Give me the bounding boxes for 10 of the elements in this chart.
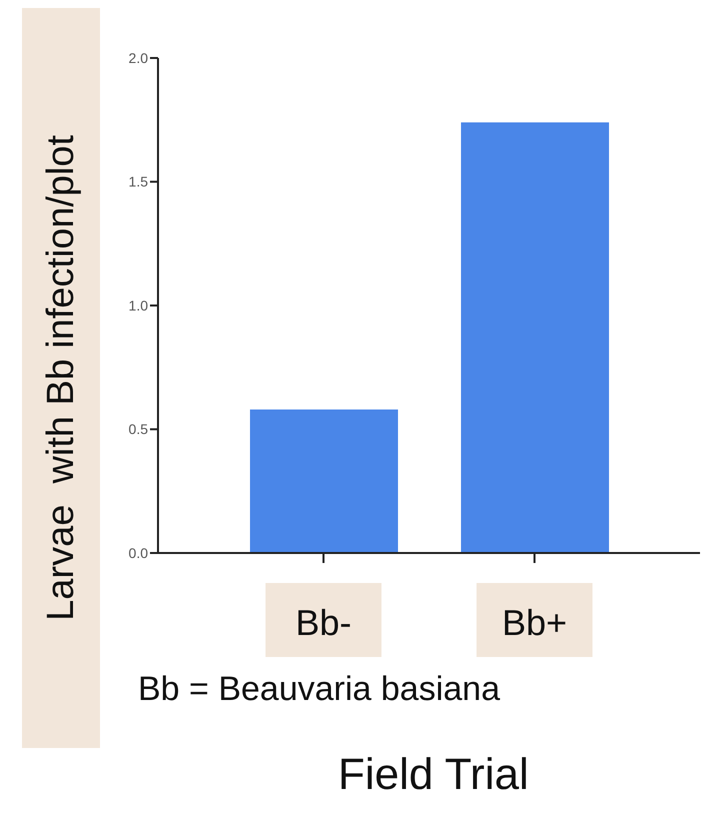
x-tick-label: Bb+ [502, 602, 568, 643]
y-axis-title: Larvae with Bb infection/plot [40, 135, 82, 621]
x-axis-title: Field Trial [338, 750, 529, 800]
y-tick-label: 1.0 [128, 297, 148, 314]
y-tick-label: 2.0 [128, 50, 148, 66]
y-tick-label: 0.5 [128, 421, 148, 438]
x-tick-label: Bb- [295, 602, 352, 643]
y-tick-label: 0.0 [128, 544, 148, 561]
y-tick-label: 1.5 [128, 174, 148, 190]
text: Bb = Beauvaria basiana [138, 670, 500, 709]
